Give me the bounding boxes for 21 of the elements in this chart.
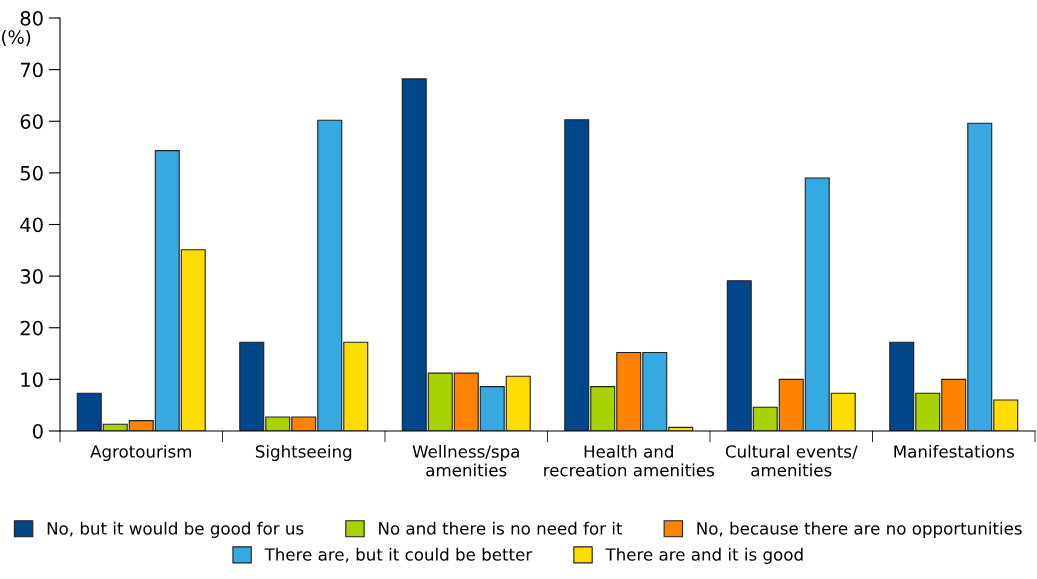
legend-label: There are and it is good [605, 547, 803, 564]
x-tick-label: Manifestations [894, 444, 1014, 458]
x-tick-label: Agrotourism [90, 444, 192, 462]
legend-label: No, but it would be good for us [47, 521, 304, 538]
y-tick-label: 60 [20, 114, 43, 129]
x-tick-label: Health and recreation amenities [544, 444, 714, 477]
x-tick-label: Cultural events/ amenities [725, 444, 858, 477]
x-tick-label: Sightseeing [255, 444, 352, 462]
x-tick-label: Wellness/spa amenities [412, 444, 519, 477]
y-tick-label: 0 [32, 423, 43, 439]
y-axis-title: (%) [2, 29, 31, 47]
y-tick-label: 40 [20, 217, 43, 233]
y-tick-label: 70 [20, 62, 43, 78]
y-tick-label: 80 [20, 10, 43, 26]
legend-label: No, because there are no opportunities [697, 521, 1022, 538]
y-tick-label: 10 [21, 372, 43, 388]
y-tick-label: 20 [20, 320, 43, 336]
legend-label: There are, but it could be better [264, 547, 533, 563]
y-tick-label: 30 [20, 269, 43, 284]
legend-label: No and there is no need for it [379, 521, 623, 535]
y-tick-label: 50 [20, 165, 43, 181]
